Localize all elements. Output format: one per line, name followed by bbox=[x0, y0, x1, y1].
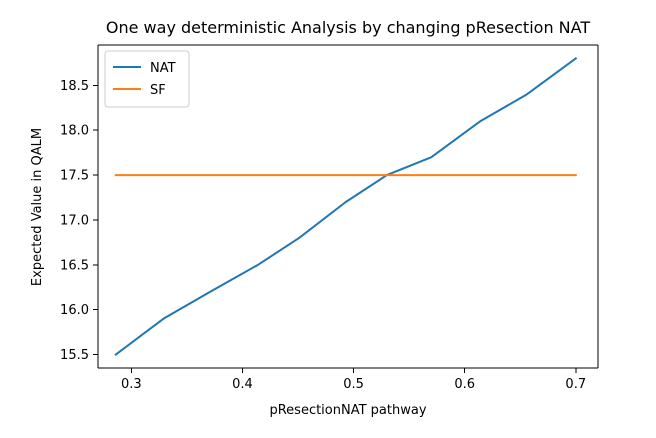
y-tick-label: 15.5 bbox=[60, 348, 89, 363]
x-tick-label: 0.4 bbox=[232, 377, 253, 392]
x-tick-label: 0.3 bbox=[121, 377, 142, 392]
y-tick-label: 18.0 bbox=[60, 124, 89, 139]
chart-title: One way deterministic Analysis by changi… bbox=[106, 18, 590, 37]
series-line-nat bbox=[114, 57, 578, 356]
y-tick-label: 16.5 bbox=[60, 258, 89, 273]
y-tick-label: 17.0 bbox=[60, 213, 89, 228]
legend-box bbox=[104, 50, 190, 108]
y-axis-ticks: 15.5 16.0 16.5 17.0 17.5 18.0 18.5 bbox=[60, 79, 98, 363]
x-axis-title: pResectionNAT pathway bbox=[269, 403, 426, 418]
legend: NAT SF bbox=[104, 50, 190, 108]
y-axis-title: Expected Value in QALM bbox=[30, 128, 45, 286]
y-tick-label: 18.5 bbox=[60, 79, 89, 94]
legend-label-sf: SF bbox=[150, 83, 166, 98]
y-tick-label: 16.0 bbox=[60, 303, 89, 318]
x-tick-label: 0.7 bbox=[565, 377, 586, 392]
y-tick-label: 17.5 bbox=[60, 169, 89, 184]
x-tick-label: 0.6 bbox=[454, 377, 475, 392]
plot-area: 0.3 0.4 0.5 0.6 0.7 15.5 16.0 16.5 17.0 17.5 18.0… bbox=[60, 44, 599, 392]
x-tick-label: 0.5 bbox=[343, 377, 364, 392]
x-axis-ticks: 0.3 0.4 0.5 0.6 0.7 bbox=[121, 368, 586, 392]
legend-label-nat: NAT bbox=[150, 61, 176, 76]
series-layer bbox=[114, 57, 578, 356]
